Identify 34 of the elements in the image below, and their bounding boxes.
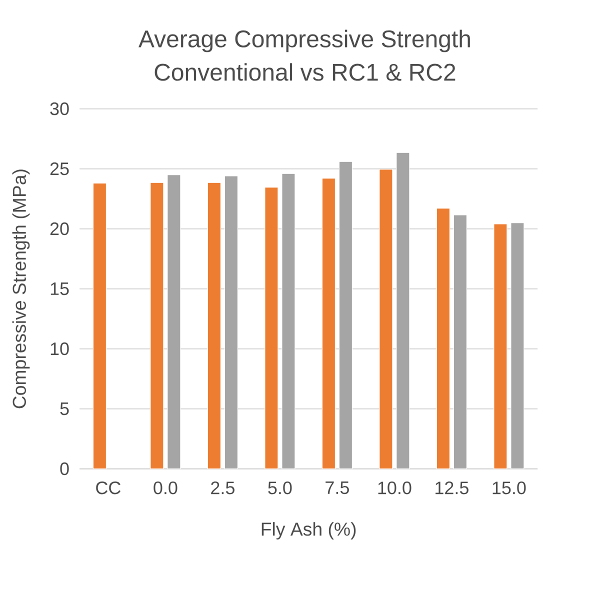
y-tick-label: 15	[50, 282, 69, 296]
x-tick-label: 0.0	[154, 482, 178, 494]
x-tick-label: CC	[96, 482, 121, 494]
bar	[92, 182, 106, 470]
bar	[338, 161, 352, 470]
bar	[436, 208, 450, 470]
y-tick-label: 30	[50, 102, 69, 116]
x-tick-label: 15.0	[492, 482, 526, 494]
x-tick-label: 2.5	[211, 482, 234, 494]
bar	[150, 182, 164, 470]
y-tick-label: 25	[50, 162, 69, 176]
bar	[494, 224, 508, 470]
bar	[322, 178, 336, 470]
x-tick-label: 10.0	[378, 482, 412, 494]
chart-title: Average Compressive Strength	[138, 30, 470, 52]
bar	[167, 174, 181, 470]
bar	[282, 173, 296, 470]
bar	[207, 182, 221, 470]
x-axis-title: Fly Ash (%)	[262, 522, 356, 540]
bar	[453, 214, 467, 470]
x-tick-label: 5.0	[268, 482, 292, 494]
y-tick-label: 0	[60, 462, 69, 476]
y-tick-label: 20	[50, 222, 69, 236]
x-tick-label: 7.5	[326, 482, 349, 494]
bar	[510, 222, 524, 470]
x-tick-label: 12.5	[436, 482, 468, 494]
y-axis-title: Compressive Strength (MPa)	[12, 170, 30, 408]
y-tick-label: 10	[50, 342, 69, 356]
chart-subtitle: Conventional vs RC1 & RC2	[154, 63, 456, 81]
y-tick-label: 5	[60, 402, 69, 416]
bar	[396, 152, 410, 470]
bar	[379, 169, 393, 470]
bar	[224, 176, 238, 470]
bar	[264, 187, 278, 470]
